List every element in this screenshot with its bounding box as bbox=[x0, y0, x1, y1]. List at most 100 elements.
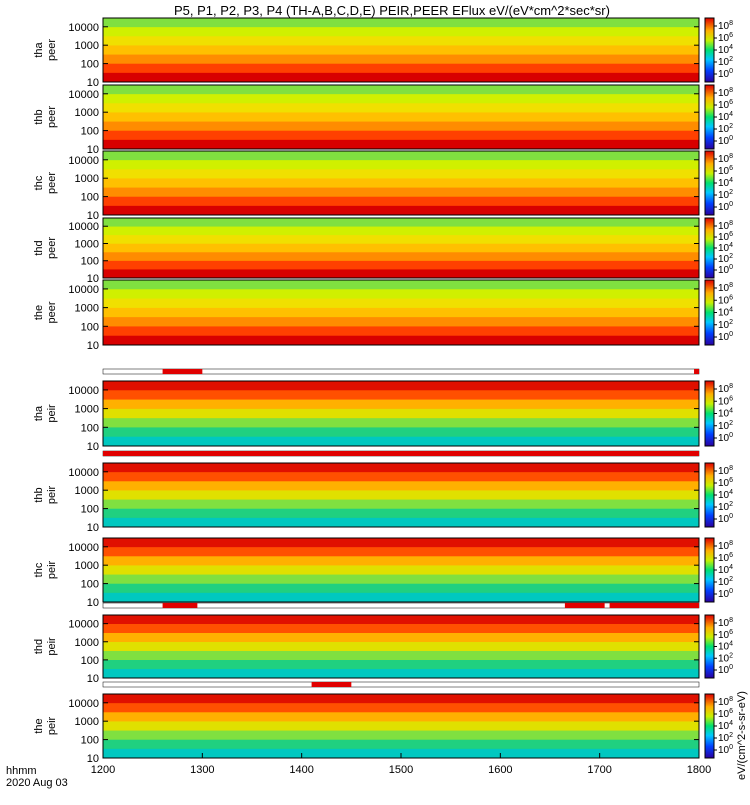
colorbar-tick-label: 102 bbox=[718, 189, 733, 201]
y-tick-label: 1000 bbox=[75, 485, 99, 497]
figure-title: P5, P1, P2, P3, P4 (TH-A,B,C,D,E) PEIR,P… bbox=[174, 3, 610, 18]
y-tick-label: 10000 bbox=[68, 155, 99, 167]
colorbar-tick-label: 104 bbox=[718, 177, 733, 189]
colorbar bbox=[704, 279, 715, 346]
panel-species-label: peer bbox=[46, 172, 58, 194]
mode-bar bbox=[102, 602, 700, 609]
colorbar-tick-label: 108 bbox=[718, 696, 733, 708]
colorbar bbox=[704, 150, 715, 216]
colorbar-tick-label: 102 bbox=[718, 319, 733, 331]
heatmap-band bbox=[103, 307, 699, 318]
heatmap-band bbox=[103, 335, 699, 346]
heatmap-band bbox=[103, 739, 699, 750]
colorbar-tick-label: 102 bbox=[718, 123, 733, 135]
heatmap-band bbox=[103, 187, 699, 198]
colorbar-tick-label: 100 bbox=[718, 68, 733, 80]
colorbar-tick-label: 106 bbox=[718, 629, 733, 641]
colorbar-tick-label: 100 bbox=[718, 588, 733, 600]
y-tick-label: 1000 bbox=[75, 173, 99, 185]
panel-probe-label: the bbox=[33, 718, 45, 733]
colorbar-tick-label: 106 bbox=[718, 708, 733, 720]
heatmap-band bbox=[103, 121, 699, 132]
y-tick-label: 100 bbox=[81, 256, 99, 268]
mode-bar-span bbox=[103, 451, 699, 456]
heatmap-band bbox=[103, 408, 699, 419]
footer-hhmm: hhmm bbox=[6, 765, 37, 777]
y-tick-label: 100 bbox=[81, 59, 99, 71]
panel-frame bbox=[102, 537, 700, 603]
colorbar-tick-label: 104 bbox=[718, 564, 733, 576]
heatmap-band bbox=[103, 289, 699, 300]
colorbar-tick-label: 102 bbox=[718, 576, 733, 588]
colorbar-tick-label: 104 bbox=[718, 111, 733, 123]
y-tick-label: 1000 bbox=[75, 107, 99, 119]
y-tick-label: 10 bbox=[87, 597, 99, 609]
heatmap-band bbox=[103, 624, 699, 634]
heatmap-band bbox=[103, 418, 699, 428]
y-tick-label: 10 bbox=[87, 522, 99, 534]
y-tick-label: 10000 bbox=[68, 385, 99, 397]
colorbar-tick-label: 100 bbox=[718, 513, 733, 525]
x-tick-label: 1400 bbox=[289, 764, 313, 776]
colorbar-tick-label: 108 bbox=[718, 153, 733, 165]
heatmap-band bbox=[103, 27, 699, 37]
colorbar bbox=[704, 17, 715, 83]
colorbar-tick-label: 102 bbox=[718, 501, 733, 513]
heatmap-band bbox=[103, 508, 699, 519]
heatmap-band bbox=[103, 94, 699, 104]
x-tick-label: 1200 bbox=[91, 764, 115, 776]
panel-species-label: peir bbox=[46, 560, 58, 579]
colorbar bbox=[704, 84, 715, 150]
heatmap-band bbox=[103, 390, 699, 401]
colorbar-tick-label: 104 bbox=[718, 720, 733, 732]
colorbar bbox=[704, 217, 715, 279]
y-tick-label: 10 bbox=[87, 753, 99, 765]
y-tick-label: 10 bbox=[87, 144, 99, 156]
y-tick-label: 10 bbox=[87, 210, 99, 222]
panel-probe-label: tha bbox=[33, 405, 45, 421]
colorbar-tick-label: 100 bbox=[718, 664, 733, 676]
y-tick-label: 100 bbox=[81, 422, 99, 434]
y-tick-label: 10000 bbox=[68, 542, 99, 554]
mode-bar-span bbox=[564, 603, 605, 608]
heatmap-band bbox=[103, 85, 699, 95]
panel-probe-label: thb bbox=[33, 109, 45, 124]
panel-frame bbox=[102, 150, 700, 216]
panel-probe-label: thc bbox=[33, 175, 45, 190]
panel-probe-label: tha bbox=[33, 41, 45, 57]
colorbar-label: eV/(cm^2-s-sr-eV) bbox=[736, 691, 748, 780]
y-tick-label: 10 bbox=[87, 441, 99, 453]
heatmap-band bbox=[103, 151, 699, 161]
heatmap-band bbox=[103, 280, 699, 290]
mode-bar-span bbox=[311, 682, 352, 687]
heatmap-band bbox=[103, 178, 699, 189]
y-tick-label: 1000 bbox=[75, 637, 99, 649]
x-tick-label: 1800 bbox=[687, 764, 711, 776]
colorbar-tick-label: 108 bbox=[718, 87, 733, 99]
x-tick-label: 1300 bbox=[190, 764, 214, 776]
heatmap-band bbox=[103, 226, 699, 236]
footer-date: 2020 Aug 03 bbox=[6, 777, 68, 789]
y-tick-label: 1000 bbox=[75, 560, 99, 572]
heatmap-band bbox=[103, 63, 699, 74]
heatmap-band bbox=[103, 54, 699, 65]
heatmap-band bbox=[103, 169, 699, 179]
panel-frame bbox=[102, 380, 700, 447]
x-axis: 1200 1300 1400 1500 1600 1700 1800 bbox=[91, 753, 711, 776]
colorbar-tick-label: 108 bbox=[718, 617, 733, 629]
y-tick-label: 100 bbox=[81, 192, 99, 204]
heatmap-band bbox=[103, 660, 699, 670]
heatmap-band bbox=[103, 269, 699, 279]
panel-species-label: peir bbox=[46, 716, 58, 735]
heatmap-band bbox=[103, 130, 699, 141]
heatmap-band bbox=[103, 326, 699, 337]
heatmap-band bbox=[103, 436, 699, 447]
heatmap-band bbox=[103, 642, 699, 652]
heatmap-band bbox=[103, 45, 699, 56]
heatmap-band bbox=[103, 260, 699, 270]
colorbar-tick-label: 104 bbox=[718, 489, 733, 501]
x-tick-label: 1500 bbox=[389, 764, 413, 776]
heatmap-band bbox=[103, 139, 699, 150]
